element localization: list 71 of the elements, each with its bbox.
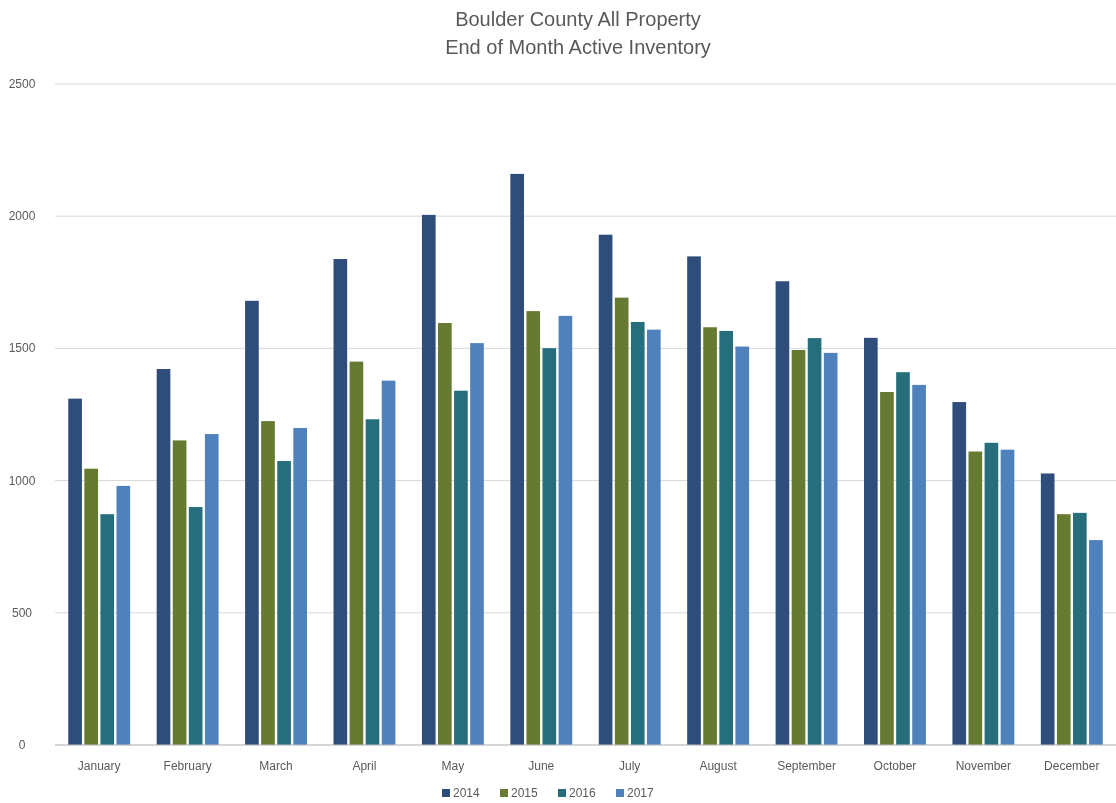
x-tick-label: January bbox=[77, 759, 121, 773]
x-tick-label: April bbox=[352, 759, 377, 773]
bar bbox=[542, 348, 557, 745]
bar bbox=[1089, 540, 1103, 745]
bar bbox=[172, 440, 187, 745]
bar bbox=[188, 507, 203, 745]
bar bbox=[245, 300, 259, 745]
bar bbox=[421, 214, 436, 745]
bar bbox=[156, 369, 171, 745]
bar bbox=[687, 256, 701, 745]
x-tick-label: December bbox=[1044, 759, 1100, 773]
y-tick-label: 500 bbox=[11, 605, 33, 620]
x-tick-label: August bbox=[699, 759, 738, 773]
legend-label: 2016 bbox=[569, 786, 597, 800]
x-tick-label: October bbox=[873, 759, 917, 773]
legend-label: 2014 bbox=[453, 786, 481, 800]
bar bbox=[880, 392, 894, 745]
bar bbox=[791, 349, 806, 745]
bar bbox=[1073, 512, 1087, 745]
bar bbox=[277, 461, 291, 745]
y-tick-label: 2000 bbox=[8, 209, 36, 224]
bar bbox=[912, 384, 926, 745]
x-tick-label: June bbox=[528, 759, 555, 773]
bar bbox=[470, 343, 484, 745]
bar bbox=[896, 372, 910, 745]
bar bbox=[438, 323, 452, 745]
y-tick-label: 1000 bbox=[8, 473, 36, 488]
bar bbox=[293, 427, 307, 745]
bar bbox=[558, 315, 573, 745]
legend-label: 2015 bbox=[511, 786, 539, 800]
bar bbox=[864, 337, 878, 745]
bar bbox=[719, 330, 733, 745]
bar bbox=[204, 434, 219, 745]
bar bbox=[630, 321, 645, 745]
x-tick-label: July bbox=[619, 759, 641, 773]
bar bbox=[510, 173, 525, 745]
y-tick-label: 2500 bbox=[8, 77, 36, 91]
bar bbox=[952, 402, 967, 745]
bar bbox=[526, 311, 541, 745]
bar bbox=[984, 442, 999, 745]
bar bbox=[1056, 514, 1071, 745]
bar bbox=[349, 361, 364, 745]
bar bbox=[735, 346, 750, 745]
y-tick-label: 0 bbox=[18, 738, 26, 752]
bar bbox=[968, 451, 983, 745]
bar bbox=[68, 398, 82, 745]
bar bbox=[381, 380, 396, 745]
bar bbox=[333, 259, 348, 745]
bar bbox=[823, 352, 838, 745]
bar bbox=[454, 390, 468, 745]
bar bbox=[116, 485, 131, 745]
bar bbox=[775, 281, 790, 745]
bar bbox=[100, 514, 115, 745]
bar bbox=[703, 327, 717, 745]
x-tick-label: February bbox=[163, 759, 212, 773]
legend-label: 2017 bbox=[627, 786, 655, 800]
y-tick-label: 1500 bbox=[8, 341, 36, 356]
x-tick-label: November bbox=[955, 759, 1012, 773]
bar bbox=[84, 468, 98, 745]
bar bbox=[1040, 473, 1055, 745]
chart-title: Boulder County All Property End of Month Active Inventory bbox=[445, 8, 711, 58]
x-tick-label: March bbox=[259, 759, 293, 773]
bar bbox=[1000, 449, 1015, 745]
bar bbox=[614, 297, 629, 745]
bar bbox=[365, 419, 380, 745]
x-tick-label: May bbox=[441, 759, 465, 773]
bar bbox=[807, 338, 822, 745]
bar bbox=[261, 421, 275, 745]
bar bbox=[646, 329, 661, 745]
x-tick-label: September bbox=[777, 759, 836, 773]
bar bbox=[598, 234, 613, 745]
